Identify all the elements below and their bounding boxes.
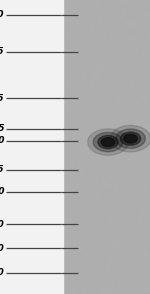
Text: 10: 10 xyxy=(0,10,4,19)
Bar xyxy=(0,0,63,294)
Text: 100: 100 xyxy=(0,220,4,229)
Text: 70: 70 xyxy=(0,187,4,196)
Ellipse shape xyxy=(98,136,118,149)
Ellipse shape xyxy=(101,138,115,146)
Text: 130: 130 xyxy=(0,244,4,253)
Ellipse shape xyxy=(88,129,128,155)
Text: 15: 15 xyxy=(0,47,4,56)
Text: 55: 55 xyxy=(0,166,4,174)
Text: 40: 40 xyxy=(0,136,4,146)
Text: 35: 35 xyxy=(0,124,4,133)
Ellipse shape xyxy=(110,126,150,152)
Ellipse shape xyxy=(124,134,137,143)
Text: 170: 170 xyxy=(0,268,4,277)
Text: 25: 25 xyxy=(0,94,4,103)
Ellipse shape xyxy=(116,129,145,148)
Ellipse shape xyxy=(120,132,141,145)
Ellipse shape xyxy=(93,132,123,152)
